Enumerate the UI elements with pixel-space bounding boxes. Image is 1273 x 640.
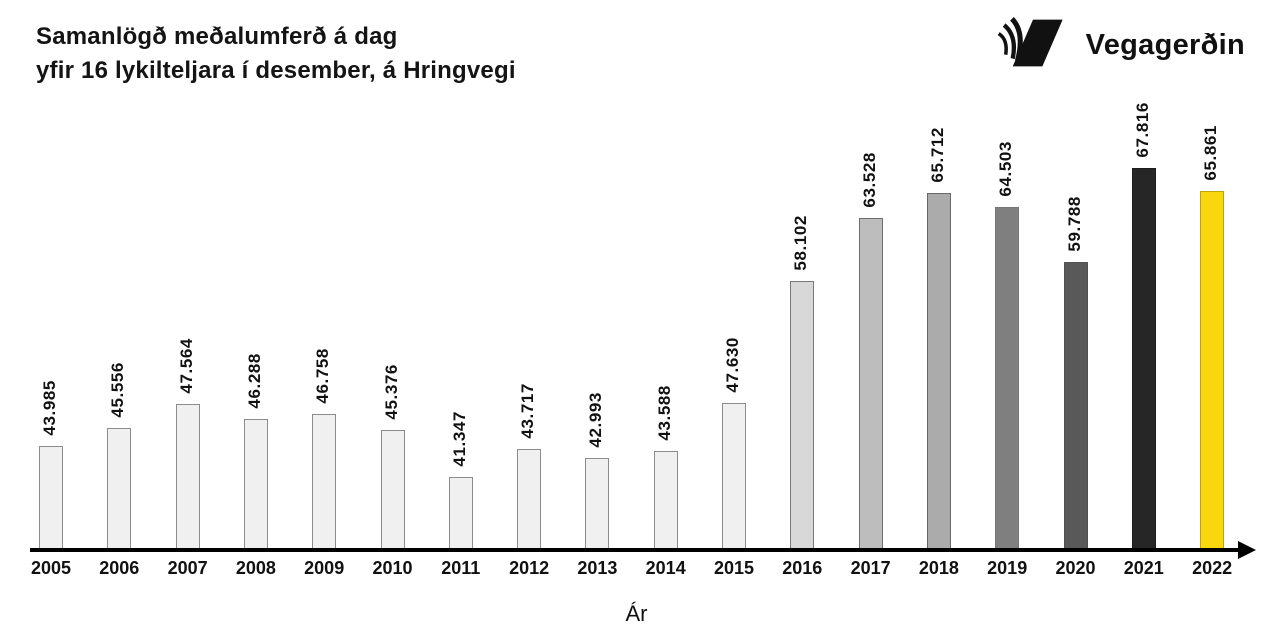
value-label-2005: 43.985 bbox=[40, 380, 59, 436]
vegagerdin-logo-text: Vegagerðin bbox=[1085, 29, 1245, 61]
year-label-2007: 2007 bbox=[167, 558, 208, 578]
chart-title: Samanlögð meðalumferð á dag yfir 16 lyki… bbox=[36, 20, 516, 88]
chart-title-line2: yfir 16 lykilteljara í desember, á Hring… bbox=[36, 57, 516, 84]
bar-2013 bbox=[585, 458, 610, 550]
bar-2018 bbox=[926, 193, 951, 550]
value-label-2018: 65.712 bbox=[927, 127, 947, 183]
year-label-2017: 2017 bbox=[850, 558, 891, 578]
bar-2012 bbox=[517, 449, 542, 550]
value-label-2017: 63.528 bbox=[859, 152, 879, 208]
year-label-2020: 2020 bbox=[1055, 558, 1096, 578]
value-label-2021: 67.816 bbox=[1132, 102, 1152, 158]
year-label-2016: 2016 bbox=[782, 558, 823, 578]
value-label-2015: 47.630 bbox=[723, 337, 742, 393]
bar-2014 bbox=[653, 451, 678, 550]
bar-2006 bbox=[107, 428, 132, 550]
year-label-2005: 2005 bbox=[30, 558, 72, 578]
value-label-2020: 59.788 bbox=[1064, 196, 1084, 252]
value-label-2009: 46.758 bbox=[313, 348, 333, 404]
value-label-2016: 58.102 bbox=[791, 215, 811, 271]
bar-2016 bbox=[790, 281, 815, 550]
value-label-2007: 47.564 bbox=[176, 338, 196, 394]
value-label-2019: 64.503 bbox=[996, 141, 1016, 197]
bar-2007 bbox=[175, 404, 200, 550]
x-axis-line bbox=[30, 548, 1240, 552]
bar-2015 bbox=[722, 403, 746, 550]
value-label-2013: 42.993 bbox=[586, 392, 606, 448]
year-label-2022: 2022 bbox=[1192, 558, 1233, 578]
bar-2020 bbox=[1063, 262, 1088, 550]
value-label-2008: 46.288 bbox=[244, 353, 264, 409]
year-label-2011: 2011 bbox=[441, 558, 481, 578]
year-label-2009: 2009 bbox=[304, 558, 345, 578]
value-label-2006: 45.556 bbox=[108, 362, 128, 418]
value-label-2011: 41.347 bbox=[449, 411, 469, 467]
year-label-2008: 2008 bbox=[235, 558, 276, 578]
bar-2010 bbox=[380, 430, 405, 550]
vegagerdin-logo: Vegagerðin bbox=[994, 14, 1245, 77]
year-label-2014: 2014 bbox=[645, 558, 686, 578]
bar-2005 bbox=[39, 446, 63, 550]
year-label-2018: 2018 bbox=[918, 558, 959, 578]
bar-2008 bbox=[243, 419, 268, 550]
chart-title-line1: Samanlögð meðalumferð á dag bbox=[36, 23, 398, 50]
bar-2021 bbox=[1131, 168, 1156, 550]
value-label-2014: 43.588 bbox=[654, 385, 674, 441]
bar-2022 bbox=[1200, 191, 1225, 550]
year-label-2019: 2019 bbox=[987, 558, 1028, 578]
vegagerdin-logo-icon bbox=[994, 14, 1072, 77]
x-axis-title: Ár bbox=[625, 601, 648, 626]
bar-2011 bbox=[448, 477, 473, 550]
year-label-2012: 2012 bbox=[509, 558, 550, 578]
value-label-2010: 45.376 bbox=[381, 364, 401, 420]
year-label-2021: 2021 bbox=[1123, 558, 1164, 578]
bar-2017 bbox=[858, 218, 883, 550]
year-label-2010: 2010 bbox=[372, 558, 413, 578]
bar-2019 bbox=[995, 207, 1020, 550]
x-axis-arrow-icon bbox=[1238, 541, 1256, 559]
value-label-2022: 65.861 bbox=[1201, 125, 1221, 181]
value-label-2012: 43.717 bbox=[518, 383, 538, 439]
year-label-2013: 2013 bbox=[577, 558, 618, 578]
year-label-2015: 2015 bbox=[713, 558, 755, 578]
bar-2009 bbox=[312, 414, 337, 550]
year-label-2006: 2006 bbox=[99, 558, 140, 578]
